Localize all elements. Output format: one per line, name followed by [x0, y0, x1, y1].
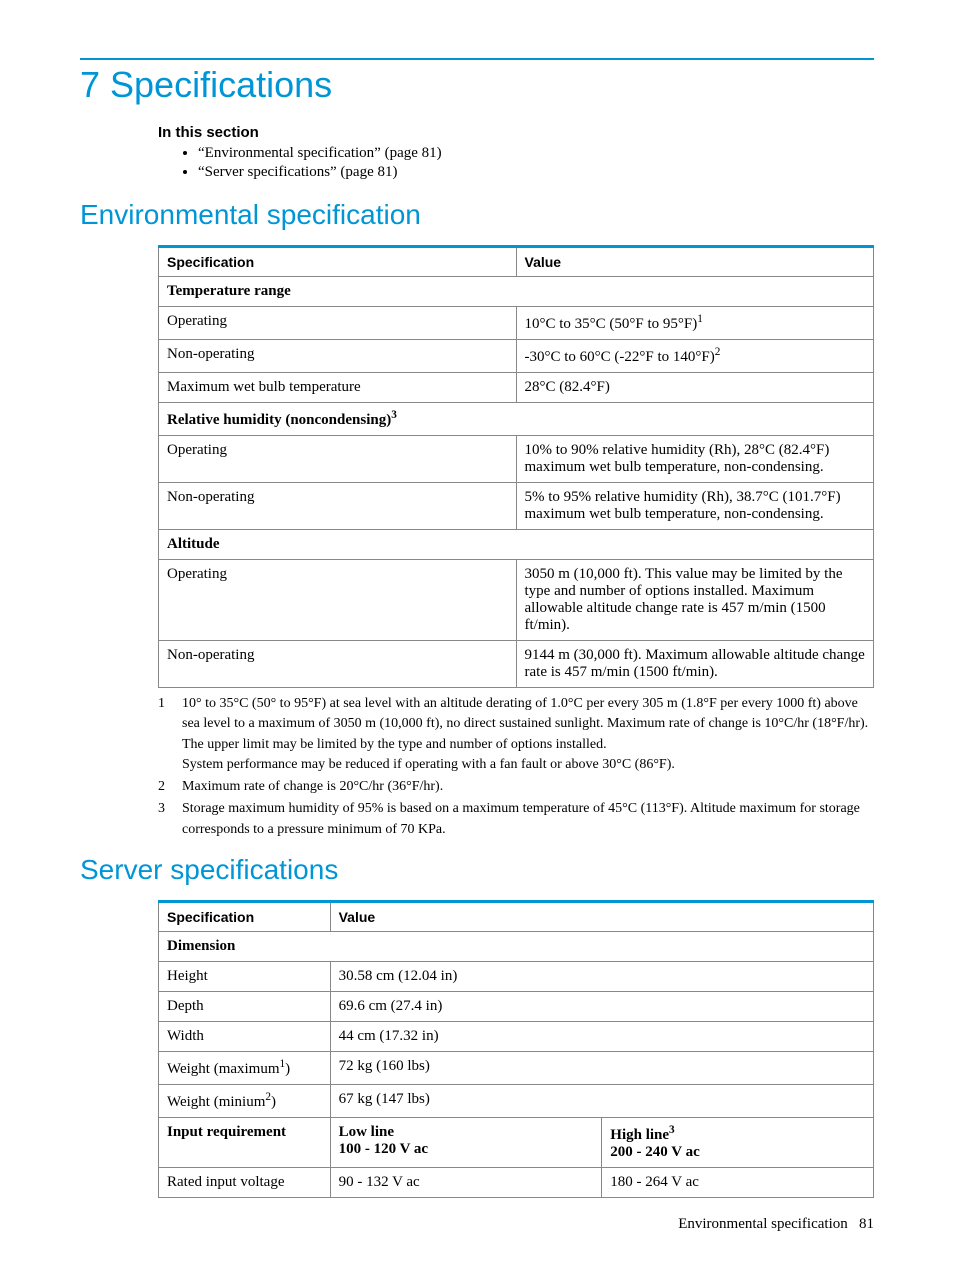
- server-table-wrap: Specification Value Dimension Height 30.…: [158, 900, 874, 1198]
- table-row: Operating 10°C to 35°C (50°F to 95°F)1: [159, 307, 874, 340]
- server-spec-heading: Server specifications: [80, 854, 874, 886]
- table-row: Relative humidity (noncondensing)3: [159, 403, 874, 436]
- toc-list: “Environmental specification” (page 81) …: [158, 145, 874, 181]
- cell-key: Operating: [159, 307, 517, 340]
- cell-key: Non-operating: [159, 641, 517, 688]
- footnote-text: 10° to 35°C (50° to 95°F) at sea level w…: [182, 694, 874, 775]
- footnote-ref: 2: [265, 1091, 271, 1103]
- page-number: 81: [859, 1216, 874, 1232]
- table-row: Height 30.58 cm (12.04 in): [159, 962, 874, 992]
- cell-lowline: Low line 100 - 120 V ac: [330, 1118, 602, 1168]
- table-row: Input requirement Low line 100 - 120 V a…: [159, 1118, 874, 1168]
- footnote-text: Maximum rate of change is 20°C/hr (36°F/…: [182, 777, 443, 797]
- cell-value: 28°C (82.4°F): [516, 373, 874, 403]
- footnote-ref: 2: [715, 346, 721, 358]
- subheader-altitude: Altitude: [159, 530, 874, 560]
- cell-value: 10% to 90% relative humidity (Rh), 28°C …: [516, 436, 874, 483]
- cell-value: 30.58 cm (12.04 in): [330, 962, 873, 992]
- cell-key: Height: [159, 962, 331, 992]
- page-content: 7 Specifications In this section “Enviro…: [0, 0, 954, 1271]
- table-row: Non-operating 9144 m (30,000 ft). Maximu…: [159, 641, 874, 688]
- table-row: Weight (minium2) 67 kg (147 lbs): [159, 1085, 874, 1118]
- table-row: Width 44 cm (17.32 in): [159, 1022, 874, 1052]
- toc-item-text: “Environmental specification” (page 81): [198, 145, 442, 161]
- cell-value: 90 - 132 V ac: [330, 1168, 602, 1198]
- footnote: 3 Storage maximum humidity of 95% is bas…: [158, 799, 874, 840]
- table-header-row: Specification Value: [159, 902, 874, 932]
- cell-value: 3050 m (10,000 ft). This value may be li…: [516, 560, 874, 641]
- table-row: Maximum wet bulb temperature 28°C (82.4°…: [159, 373, 874, 403]
- cell-value: 10°C to 35°C (50°F to 95°F)1: [516, 307, 874, 340]
- footnote-ref: 3: [391, 409, 397, 421]
- cell-key: Width: [159, 1022, 331, 1052]
- footnote-ref: 3: [669, 1124, 675, 1136]
- cell-key: Depth: [159, 992, 331, 1022]
- footnote-number: 1: [158, 694, 182, 775]
- server-spec-table: Specification Value Dimension Height 30.…: [158, 900, 874, 1198]
- page-footer: Environmental specification 81: [678, 1216, 874, 1233]
- cell-key: Non-operating: [159, 340, 517, 373]
- table-header-row: Specification Value: [159, 247, 874, 277]
- table-row: Non-operating -30°C to 60°C (-22°F to 14…: [159, 340, 874, 373]
- toc-item: “Environmental specification” (page 81): [198, 145, 874, 162]
- subheader-rel-humidity: Relative humidity (noncondensing)3: [159, 403, 874, 436]
- footnote-ref: 1: [697, 313, 703, 325]
- env-footnotes: 1 10° to 35°C (50° to 95°F) at sea level…: [158, 694, 874, 840]
- top-rule: [80, 58, 874, 60]
- cell-value: 72 kg (160 lbs): [330, 1052, 873, 1085]
- table-row: Rated input voltage 90 - 132 V ac 180 - …: [159, 1168, 874, 1198]
- cell-value: 180 - 264 V ac: [602, 1168, 874, 1198]
- cell-key: Weight (minium2): [159, 1085, 331, 1118]
- cell-highline: High line3 200 - 240 V ac: [602, 1118, 874, 1168]
- col-value: Value: [516, 247, 874, 277]
- subheader-temp-range: Temperature range: [159, 277, 874, 307]
- cell-key: Rated input voltage: [159, 1168, 331, 1198]
- footnote: 2 Maximum rate of change is 20°C/hr (36°…: [158, 777, 874, 797]
- env-spec-heading: Environmental specification: [80, 199, 874, 231]
- cell-value: 69.6 cm (27.4 in): [330, 992, 873, 1022]
- cell-key: Maximum wet bulb temperature: [159, 373, 517, 403]
- cell-key: Weight (maximum1): [159, 1052, 331, 1085]
- table-row: Non-operating 5% to 95% relative humidit…: [159, 483, 874, 530]
- cell-key: Operating: [159, 436, 517, 483]
- chapter-title: 7 Specifications: [80, 64, 874, 106]
- in-this-section-heading: In this section: [158, 124, 874, 141]
- env-spec-table: Specification Value Temperature range Op…: [158, 245, 874, 688]
- cell-key: Operating: [159, 560, 517, 641]
- col-specification: Specification: [159, 902, 331, 932]
- env-table-wrap: Specification Value Temperature range Op…: [158, 245, 874, 688]
- footnote: 1 10° to 35°C (50° to 95°F) at sea level…: [158, 694, 874, 775]
- footnote-ref: 1: [280, 1058, 286, 1070]
- table-row: Temperature range: [159, 277, 874, 307]
- footnote-number: 2: [158, 777, 182, 797]
- cell-value: 5% to 95% relative humidity (Rh), 38.7°C…: [516, 483, 874, 530]
- footnote-text: Storage maximum humidity of 95% is based…: [182, 799, 874, 840]
- toc-item-text: “Server specifications” (page 81): [198, 164, 398, 180]
- table-row: Weight (maximum1) 72 kg (160 lbs): [159, 1052, 874, 1085]
- toc-item: “Server specifications” (page 81): [198, 164, 874, 181]
- table-row: Operating 10% to 90% relative humidity (…: [159, 436, 874, 483]
- cell-value: 67 kg (147 lbs): [330, 1085, 873, 1118]
- footnote-number: 3: [158, 799, 182, 840]
- cell-value: 44 cm (17.32 in): [330, 1022, 873, 1052]
- subheader-dimension: Dimension: [159, 932, 874, 962]
- subheader-input-req: Input requirement: [159, 1118, 331, 1168]
- table-row: Depth 69.6 cm (27.4 in): [159, 992, 874, 1022]
- table-row: Operating 3050 m (10,000 ft). This value…: [159, 560, 874, 641]
- table-row: Dimension: [159, 932, 874, 962]
- table-row: Altitude: [159, 530, 874, 560]
- col-specification: Specification: [159, 247, 517, 277]
- footer-label: Environmental specification: [678, 1216, 848, 1232]
- cell-key: Non-operating: [159, 483, 517, 530]
- section-intro: In this section “Environmental specifica…: [158, 124, 874, 181]
- col-value: Value: [330, 902, 873, 932]
- cell-value: 9144 m (30,000 ft). Maximum allowable al…: [516, 641, 874, 688]
- cell-value: -30°C to 60°C (-22°F to 140°F)2: [516, 340, 874, 373]
